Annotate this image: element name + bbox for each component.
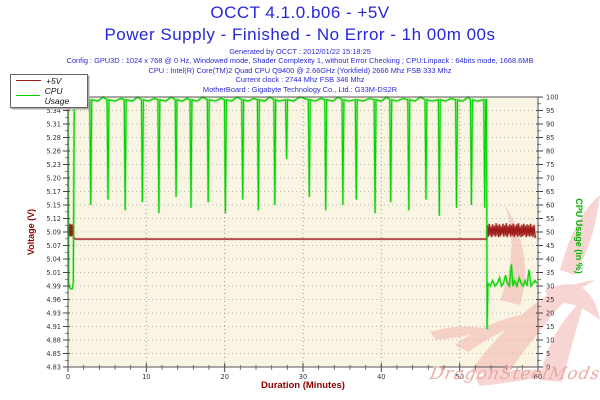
y-left-tick-label: 5.04 xyxy=(46,255,61,263)
info-line-cpu: CPU : Intel(R) Core(TM)2 Quad CPU Q9400 … xyxy=(148,65,452,75)
watermark-text: DragonSteelMods xyxy=(428,364,600,384)
x-tick-label: 30 xyxy=(299,373,307,381)
y-left-tick-label: 5.09 xyxy=(46,228,61,236)
legend-item-cpu-usage: CPU Usage xyxy=(11,86,87,106)
y-left-tick-label: 5.34 xyxy=(46,107,61,115)
y-left-tick-label: 4.88 xyxy=(46,336,61,344)
y-right-tick-label: 50 xyxy=(546,228,554,236)
info-line-motherboard: MotherBoard : Gigabyte Technology Co., L… xyxy=(202,84,398,94)
y-left-tick-label: 4.91 xyxy=(46,323,61,331)
y-left-tick-label: 5.01 xyxy=(46,269,61,277)
y-right-tick-label: 20 xyxy=(546,309,554,317)
y-right-tick-label: 75 xyxy=(546,161,554,169)
series-cpu-line xyxy=(67,96,538,330)
y-right-tick-label: 60 xyxy=(546,201,554,209)
legend-label-5v: +5V xyxy=(46,76,62,86)
dragon-watermark-graphic xyxy=(430,195,600,386)
x-tick-label: 40 xyxy=(377,373,385,381)
y-right-tick-label: 40 xyxy=(546,255,554,263)
y-right-tick-label: 0 xyxy=(546,363,550,371)
series-lines xyxy=(66,95,538,330)
y-left-tick-label: 4.83 xyxy=(46,363,61,371)
y-right-tick-label: 90 xyxy=(546,120,554,128)
y-right-tick-label: 30 xyxy=(546,282,554,290)
info-line-generated: Generated by OCCT : 2012/01/22 15:18:25 xyxy=(229,47,371,56)
series-v5-line xyxy=(67,223,536,240)
y-right-tick-label: 85 xyxy=(546,134,554,142)
legend: +5V CPU Usage xyxy=(10,74,88,108)
x-tick-label: 10 xyxy=(142,373,150,381)
x-axis-title-duration: Duration (Minutes) xyxy=(261,380,345,391)
legend-line-swatch-cpu xyxy=(16,95,40,97)
legend-line-swatch-5v xyxy=(16,80,41,82)
y-left-tick-label: 5.15 xyxy=(46,201,61,209)
x-tick-label: 0 xyxy=(66,373,70,381)
legend-item-5v: +5V xyxy=(11,76,87,86)
y-right-tick-label: 95 xyxy=(546,107,554,115)
y-left-tick-label: 5.26 xyxy=(46,147,61,155)
y-right-tick-label: 100 xyxy=(546,93,559,101)
y-left-tick-label: 5.12 xyxy=(46,215,61,223)
y-left-tick-label: 5.07 xyxy=(46,242,61,250)
y-left-tick-label: 4.85 xyxy=(46,350,61,358)
y-left-tick-label: 4.99 xyxy=(46,282,61,290)
y-right-tick-label: 35 xyxy=(546,269,554,277)
y-axis-title-cpu-usage: CPU Usage (in %) xyxy=(574,198,584,274)
y-right-tick-label: 55 xyxy=(546,215,554,223)
y-left-tick-label: 5.23 xyxy=(46,161,61,169)
x-tick-label: 50 xyxy=(456,373,464,381)
x-tick-label: 20 xyxy=(221,373,229,381)
axes-and-ticks: 5.361005.34955.31905.28855.26805.23755.2… xyxy=(46,93,558,381)
y-right-tick-label: 15 xyxy=(546,323,554,331)
legend-label-cpu: CPU Usage xyxy=(44,86,70,106)
y-left-tick-label: 5.20 xyxy=(46,174,61,182)
y-axis-title-voltage: Voltage (V) xyxy=(26,208,36,256)
y-left-tick-label: 5.17 xyxy=(46,188,61,196)
y-left-tick-label: 5.31 xyxy=(46,120,61,128)
report-info-block: Generated by OCCT : 2012/01/22 15:18:25 … xyxy=(0,47,600,94)
y-right-tick-label: 10 xyxy=(546,336,554,344)
info-line-clock: Current clock : 2744 Mhz FSB 346 Mhz xyxy=(235,75,365,85)
y-right-tick-label: 80 xyxy=(546,147,554,155)
y-left-tick-label: 4.93 xyxy=(46,309,61,317)
y-left-tick-label: 4.96 xyxy=(46,296,61,304)
y-left-tick-label: 5.28 xyxy=(46,134,61,142)
info-line-config: Config : GPU3D : 1024 x 768 @ 0 Hz, Wind… xyxy=(66,56,534,66)
y-right-tick-label: 65 xyxy=(546,188,554,196)
x-tick-label: 60 xyxy=(534,373,542,381)
page-title: OCCT 4.1.0.b06 - +5V xyxy=(210,3,390,22)
page-subtitle: Power Supply - Finished - No Error - 1h … xyxy=(104,25,496,44)
y-right-tick-label: 5 xyxy=(546,350,550,358)
y-right-tick-label: 25 xyxy=(546,296,554,304)
y-right-tick-label: 70 xyxy=(546,174,554,182)
y-right-tick-label: 45 xyxy=(546,242,554,250)
